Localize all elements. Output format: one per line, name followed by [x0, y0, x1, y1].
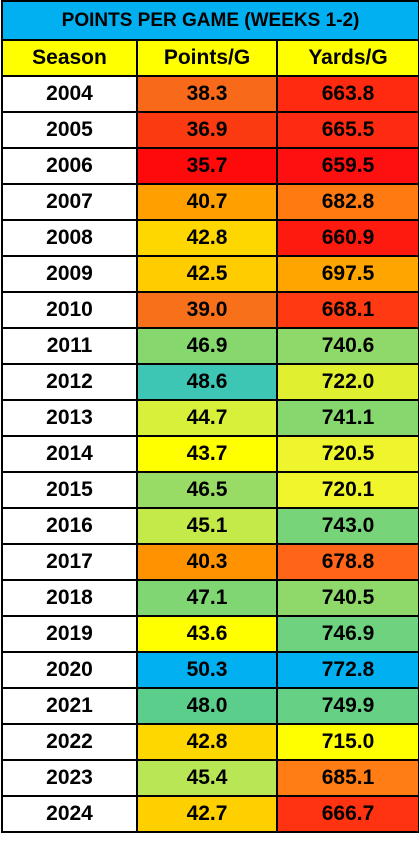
value-cell: 743.0	[275, 507, 419, 545]
value-cell: 659.5	[275, 147, 419, 185]
table-title: POINTS PER GAME (WEEKS 1-2)	[0, 0, 419, 41]
data-row: 2019 43.6 746.9	[1, 615, 419, 653]
season-cell: 2024	[1, 795, 138, 833]
value-cell: 740.5	[275, 579, 419, 617]
value-cell: 749.9	[275, 687, 419, 725]
season-cell: 2022	[1, 723, 138, 761]
column-header: Yards/G	[275, 39, 419, 77]
value-cell: 40.3	[136, 543, 278, 581]
value-cell: 720.5	[275, 435, 419, 473]
data-row: 2023 45.4 685.1	[1, 759, 419, 797]
value-cell: 44.7	[136, 399, 278, 437]
value-cell: 38.3	[136, 75, 278, 113]
season-cell: 2011	[1, 327, 138, 365]
data-row: 2021 48.0 749.9	[1, 687, 419, 725]
value-cell: 42.7	[136, 795, 278, 833]
column-header: Points/G	[136, 39, 278, 77]
data-row: 2013 44.7 741.1	[1, 399, 419, 437]
value-cell: 678.8	[275, 543, 419, 581]
data-row: 2011 46.9 740.6	[1, 327, 419, 365]
value-cell: 35.7	[136, 147, 278, 185]
value-cell: 46.9	[136, 327, 278, 365]
value-cell: 45.1	[136, 507, 278, 545]
value-cell: 43.7	[136, 435, 278, 473]
data-row: 2014 43.7 720.5	[1, 435, 419, 473]
season-cell: 2014	[1, 435, 138, 473]
value-cell: 45.4	[136, 759, 278, 797]
season-cell: 2017	[1, 543, 138, 581]
data-row: 2010 39.0 668.1	[1, 291, 419, 329]
season-cell: 2023	[1, 759, 138, 797]
value-cell: 42.8	[136, 723, 278, 761]
value-cell: 40.7	[136, 183, 278, 221]
data-row: 2004 38.3 663.8	[1, 75, 419, 113]
value-cell: 740.6	[275, 327, 419, 365]
data-row: 2018 47.1 740.5	[1, 579, 419, 617]
season-cell: 2019	[1, 615, 138, 653]
data-row: 2017 40.3 678.8	[1, 543, 419, 581]
data-row: 2009 42.5 697.5	[1, 255, 419, 293]
data-row: 2007 40.7 682.8	[1, 183, 419, 221]
season-cell: 2012	[1, 363, 138, 401]
value-cell: 722.0	[275, 363, 419, 401]
value-cell: 685.1	[275, 759, 419, 797]
value-cell: 682.8	[275, 183, 419, 221]
value-cell: 772.8	[275, 651, 419, 689]
season-cell: 2016	[1, 507, 138, 545]
season-cell: 2013	[1, 399, 138, 437]
value-cell: 697.5	[275, 255, 419, 293]
season-cell: 2018	[1, 579, 138, 617]
season-cell: 2009	[1, 255, 138, 293]
value-cell: 42.5	[136, 255, 278, 293]
data-row: 2012 48.6 722.0	[1, 363, 419, 401]
data-row: 2006 35.7 659.5	[1, 147, 419, 185]
value-cell: 663.8	[275, 75, 419, 113]
data-row: 2020 50.3 772.8	[1, 651, 419, 689]
value-cell: 668.1	[275, 291, 419, 329]
value-cell: 43.6	[136, 615, 278, 653]
season-cell: 2004	[1, 75, 138, 113]
column-header: Season	[1, 39, 138, 77]
value-cell: 39.0	[136, 291, 278, 329]
value-cell: 746.9	[275, 615, 419, 653]
value-cell: 50.3	[136, 651, 278, 689]
title-row: POINTS PER GAME (WEEKS 1-2)	[0, 0, 419, 41]
season-cell: 2020	[1, 651, 138, 689]
season-cell: 2005	[1, 111, 138, 149]
data-row: 2016 45.1 743.0	[1, 507, 419, 545]
header-row: Season Points/G Yards/G	[1, 39, 419, 77]
value-cell: 665.5	[275, 111, 419, 149]
data-row: 2024 42.7 666.7	[1, 795, 419, 833]
data-row: 2005 36.9 665.5	[1, 111, 419, 149]
value-cell: 715.0	[275, 723, 419, 761]
data-row: 2022 42.8 715.0	[1, 723, 419, 761]
value-cell: 47.1	[136, 579, 278, 617]
value-cell: 720.1	[275, 471, 419, 509]
value-cell: 46.5	[136, 471, 278, 509]
season-cell: 2010	[1, 291, 138, 329]
value-cell: 48.6	[136, 363, 278, 401]
data-row: 2008 42.8 660.9	[1, 219, 419, 257]
season-cell: 2007	[1, 183, 138, 221]
season-cell: 2008	[1, 219, 138, 257]
value-cell: 36.9	[136, 111, 278, 149]
season-cell: 2021	[1, 687, 138, 725]
season-cell: 2006	[1, 147, 138, 185]
season-cell: 2015	[1, 471, 138, 509]
data-row: 2015 46.5 720.1	[1, 471, 419, 509]
value-cell: 42.8	[136, 219, 278, 257]
value-cell: 48.0	[136, 687, 278, 725]
ppg-table: POINTS PER GAME (WEEKS 1-2) Season Points…	[0, 0, 419, 833]
value-cell: 741.1	[275, 399, 419, 437]
value-cell: 660.9	[275, 219, 419, 257]
value-cell: 666.7	[275, 795, 419, 833]
